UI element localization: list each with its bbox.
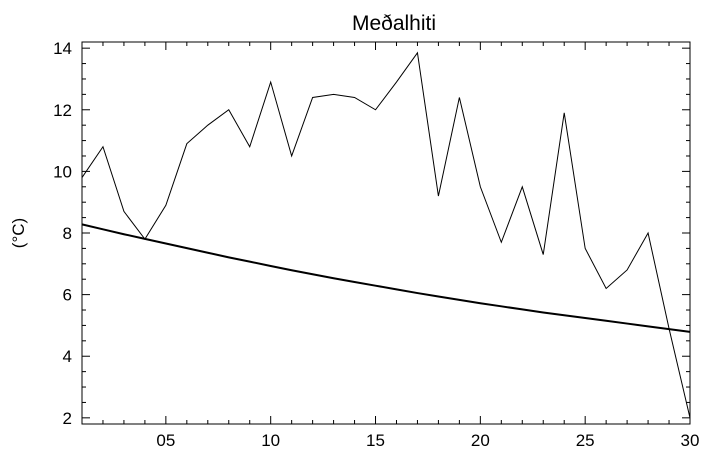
axis-ticks: 05 10 15 20 25 30 2 4 6 8 10 12 14 (53, 39, 699, 450)
y-tick-label: 2 (63, 409, 72, 428)
y-tick-label: 8 (63, 224, 72, 243)
y-tick-label: 4 (63, 347, 72, 366)
y-axis-label: (°C) (9, 218, 28, 248)
y-tick-label: 10 (53, 162, 72, 181)
y-tick-label: 12 (53, 101, 72, 120)
plot-border (81, 41, 691, 425)
x-tick-label: 20 (471, 431, 490, 450)
y-tick-label: 6 (63, 286, 72, 305)
y-tick-label: 14 (53, 39, 72, 58)
series-line-2 (81, 223, 691, 333)
series-layer (81, 51, 691, 418)
plot-frame (81, 41, 691, 425)
series-line-1 (81, 51, 691, 418)
x-tick-label: 05 (156, 431, 175, 450)
chart-title: Meðalhiti (352, 12, 436, 35)
x-tick-label: 15 (366, 431, 385, 450)
x-tick-label: 30 (681, 431, 700, 450)
x-tick-label: 25 (576, 431, 595, 450)
x-tick-label: 10 (261, 431, 280, 450)
